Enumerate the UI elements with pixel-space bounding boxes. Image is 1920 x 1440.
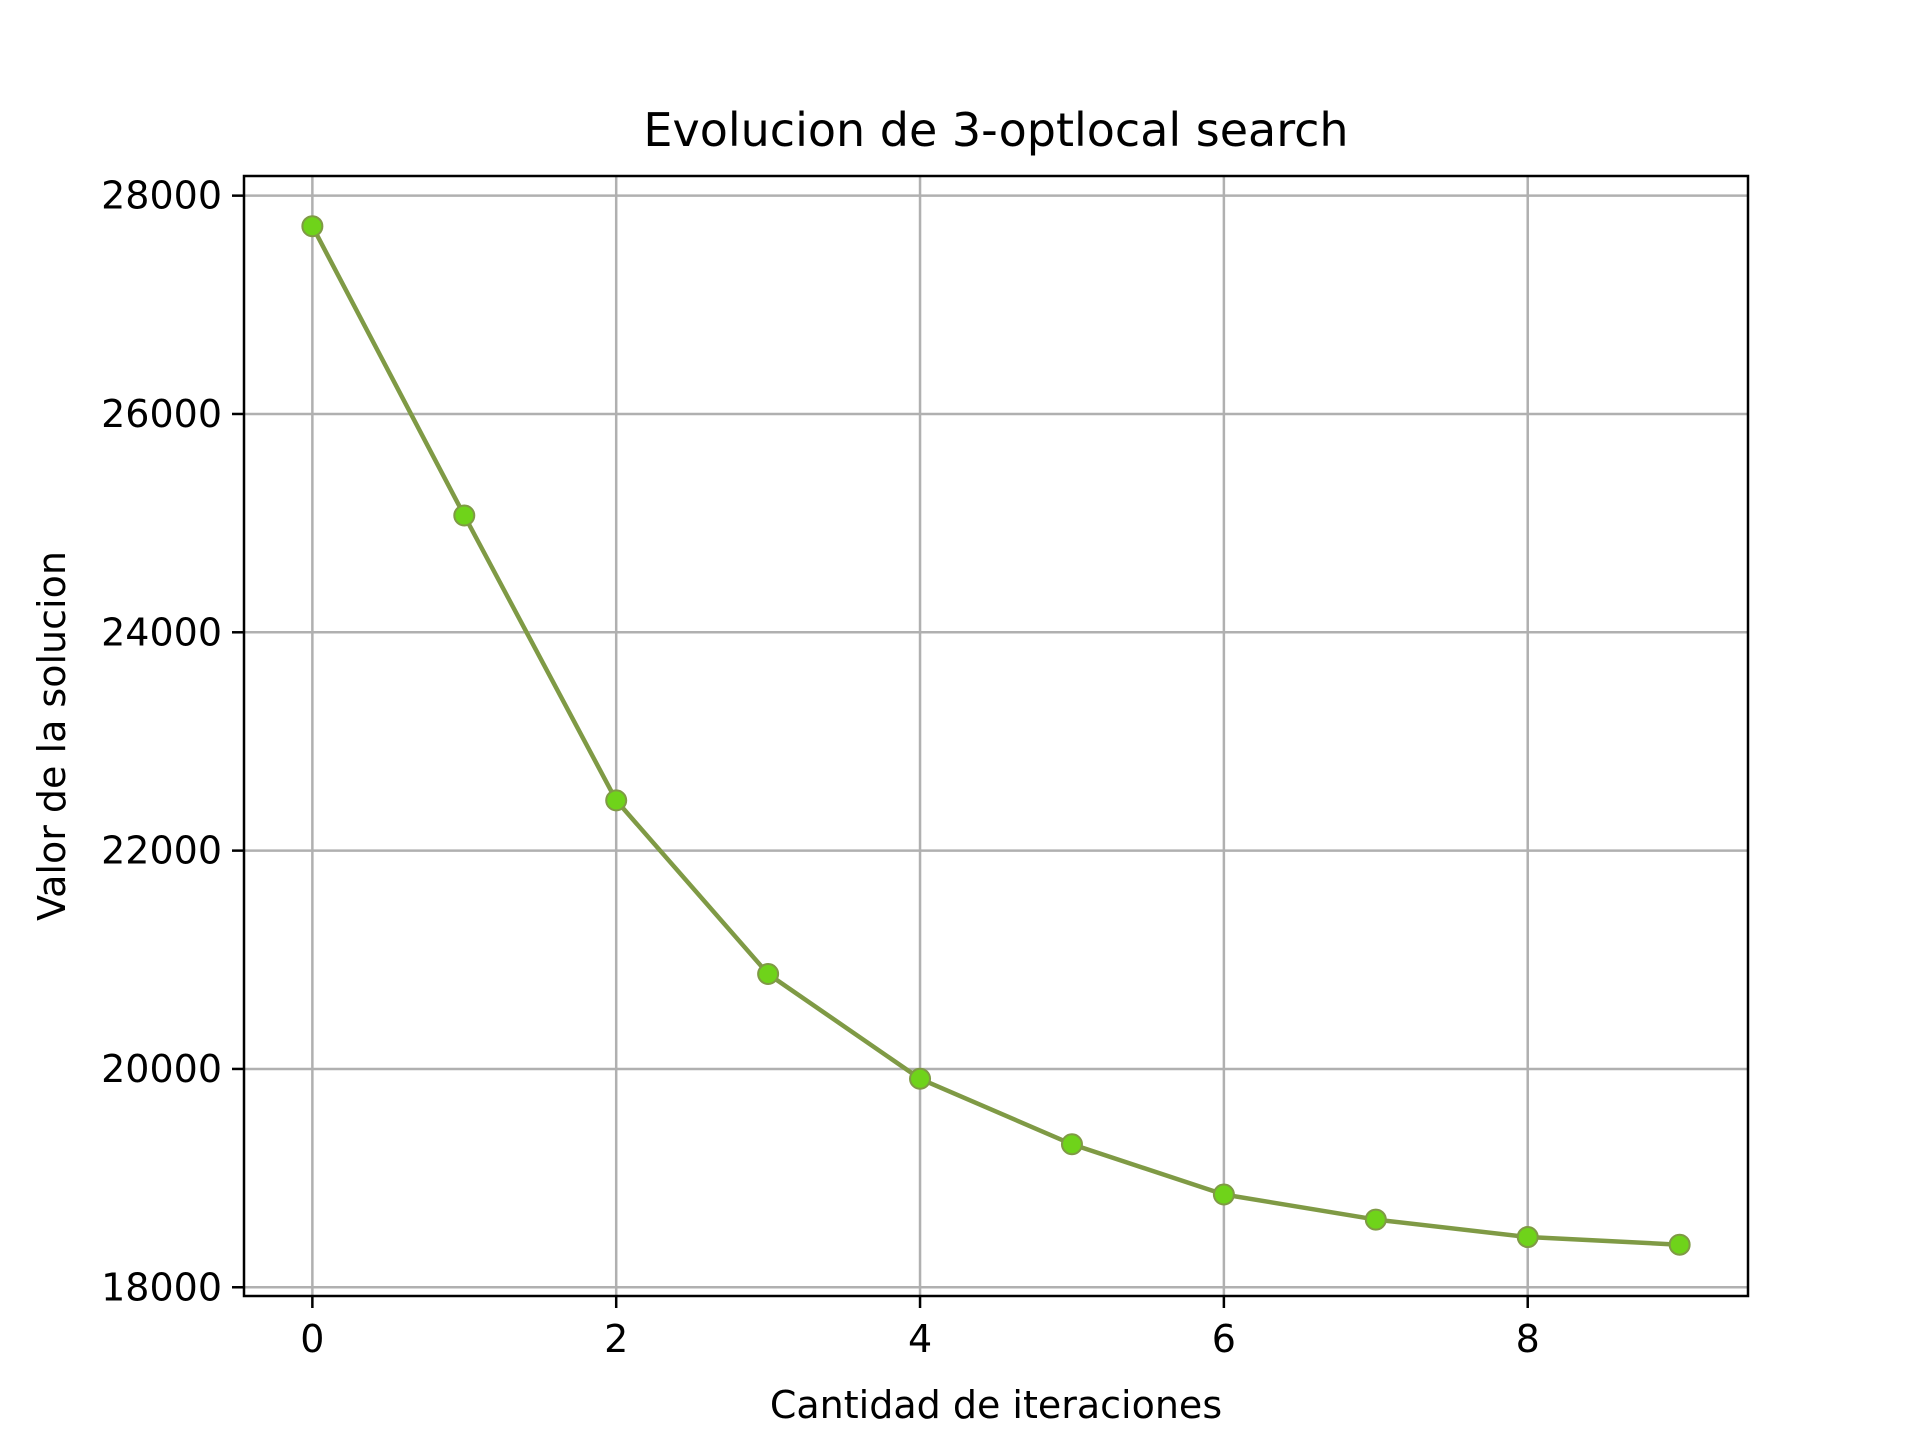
y-tick-label: 20000	[101, 1047, 222, 1091]
data-point	[1516, 1226, 1539, 1249]
y-tick-label: 22000	[101, 829, 222, 873]
x-tick-label: 6	[1212, 1317, 1236, 1361]
x-tick-label: 0	[300, 1317, 324, 1361]
data-point	[301, 215, 324, 238]
chart-title: Evolucion de 3-optlocal search	[643, 103, 1348, 157]
grid-lines	[244, 176, 1748, 1296]
y-axis-label: Valor de la solucion	[30, 551, 74, 921]
data-point	[1212, 1183, 1235, 1206]
y-tick-label: 26000	[101, 392, 222, 436]
data-point	[1668, 1233, 1691, 1256]
series-layer	[301, 215, 1691, 1256]
y-tick-label: 28000	[101, 174, 222, 218]
data-point	[453, 504, 476, 527]
series-line	[310, 225, 1680, 1247]
data-point	[605, 789, 628, 812]
data-point	[909, 1067, 932, 1090]
y-tick-label: 24000	[101, 610, 222, 654]
data-point	[1060, 1133, 1083, 1156]
x-tick-label: 2	[604, 1317, 628, 1361]
x-tick-label: 8	[1516, 1317, 1540, 1361]
axes-frame	[242, 174, 1750, 1298]
data-point	[1364, 1208, 1387, 1231]
data-point	[757, 962, 780, 985]
tick-layer: 0 2 4 6 8 18000 20000 22000 24000 26000 28000	[101, 174, 1540, 1361]
x-tick-label: 4	[908, 1317, 932, 1361]
y-tick-label: 18000	[101, 1265, 222, 1309]
x-axis-label: Cantidad de iteraciones	[770, 1383, 1222, 1427]
